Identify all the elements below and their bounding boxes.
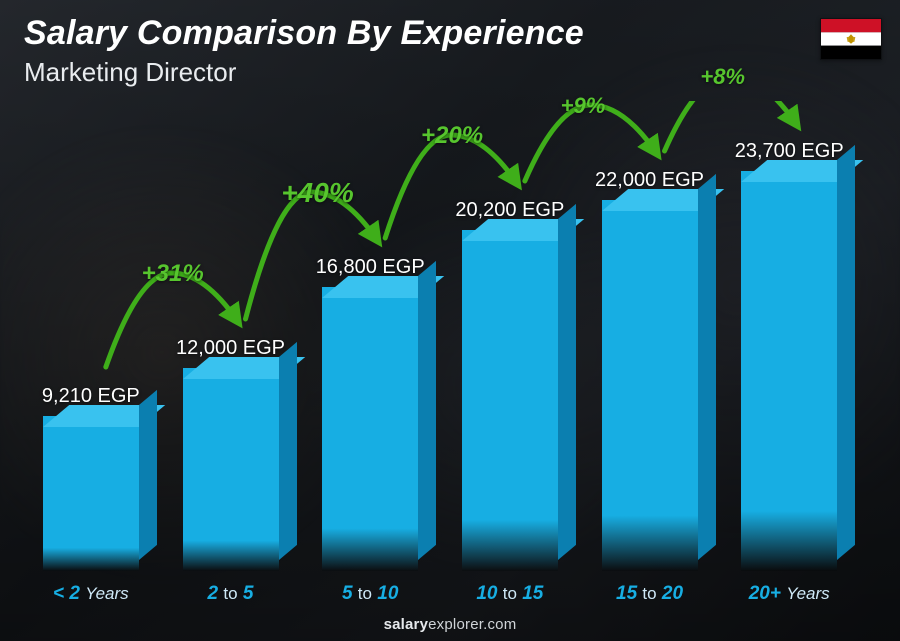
x-axis-category: 5 to 10 [309,583,431,605]
x-axis-category: < 2 Years [30,583,152,605]
x-axis-category: 15 to 20 [589,583,711,605]
increment-percent-label: +31% [142,260,204,288]
increment-percent-label: +8% [700,64,745,90]
egypt-flag-icon [820,18,882,60]
bar-3d [462,230,558,571]
bar-3d [322,287,418,571]
bar-side-face [558,204,576,560]
bar-front-face [741,171,837,571]
bar-3d [741,171,837,571]
footer-attribution: salaryexplorer.com [0,616,900,633]
bar-column: 9,210 EGP [30,101,152,571]
bar-3d [602,200,698,571]
flag-stripe-top [821,19,881,32]
bar-front-face [43,416,139,571]
title-sub: Marketing Director [24,57,584,88]
flag-stripe-bottom [821,46,881,59]
x-axis-labels: < 2 Years 2 to 5 5 to 10 10 to 15 15 to 20 20… [30,583,850,605]
bars-container: 9,210 EGP12,000 EGP16,800 EGP20,200 EGP2… [30,101,850,571]
bar-column: 12,000 EGP [170,101,292,571]
bar-side-face [139,390,157,560]
infographic-stage: Salary Comparison By Experience Marketin… [0,0,900,641]
increment-percent-label: +9% [561,93,606,119]
bar-side-face [698,174,716,560]
bar-3d [43,416,139,571]
bar-front-face [602,200,698,571]
x-axis-category: 2 to 5 [170,583,292,605]
increment-percent-label: +40% [281,177,353,209]
bar-chart: 9,210 EGP12,000 EGP16,800 EGP20,200 EGP2… [30,101,850,571]
footer-brand-rest: explorer.com [428,616,516,633]
bar-side-face [837,145,855,560]
footer-brand-bold: salary [384,616,429,633]
title-main: Salary Comparison By Experience [24,14,584,53]
x-axis-category: 10 to 15 [449,583,571,605]
title-block: Salary Comparison By Experience Marketin… [24,14,584,88]
bar-front-face [462,230,558,571]
x-axis-category: 20+ Years [728,583,850,605]
bar-side-face [418,261,436,560]
bar-column: 16,800 EGP [309,101,431,571]
bar-front-face [183,368,279,571]
bar-3d [183,368,279,571]
bar-front-face [322,287,418,571]
bar-side-face [279,342,297,560]
bar-column: 23,700 EGP [728,101,850,571]
bar-column: 22,000 EGP [589,101,711,571]
increment-percent-label: +20% [421,122,483,150]
bar-column: 20,200 EGP [449,101,571,571]
